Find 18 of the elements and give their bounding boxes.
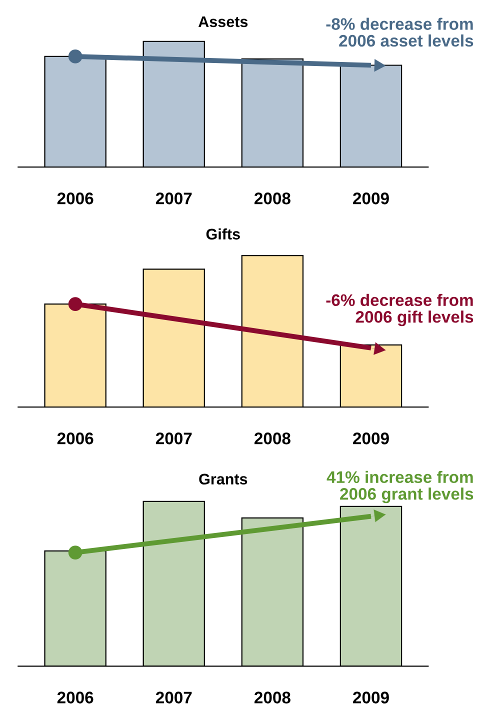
x-tick-label: 2007 [156, 432, 192, 444]
x-tick-label: 2009 [353, 432, 389, 444]
x-tick-label: 2009 [353, 692, 389, 704]
x-tick-label: 2006 [57, 692, 94, 704]
x-tick-label: 2008 [254, 192, 290, 204]
x-tick-label: 2006 [57, 192, 94, 204]
x-tick-label: 2007 [156, 692, 192, 704]
x-tick-label: 2008 [254, 692, 290, 704]
x-tick-label: 2008 [254, 432, 290, 444]
x-tick-label: 2007 [156, 192, 192, 204]
annotation: 41% increase from 2006 grant levels [326, 470, 474, 504]
chart-title: Gifts [206, 228, 240, 240]
chart-title: Assets [198, 16, 248, 28]
annotation: -8% decrease from 2006 asset levels [326, 18, 474, 47]
x-tick-label: 2009 [353, 192, 389, 204]
chart-title: Grants [199, 474, 248, 485]
annotation: -6% decrease from 2006 gift levels [326, 294, 474, 326]
x-tick-label: 2006 [57, 432, 94, 444]
